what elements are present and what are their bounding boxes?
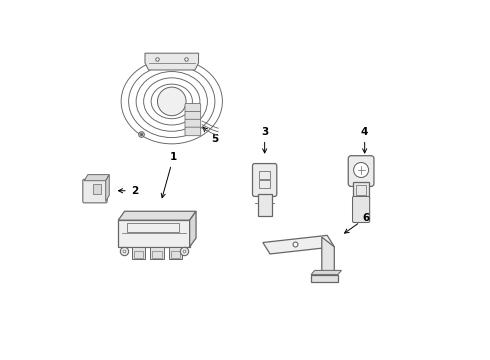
Bar [169,247,182,260]
Bar [152,251,162,258]
Polygon shape [311,275,338,282]
Polygon shape [190,211,196,247]
Bar [356,185,366,195]
Text: 3: 3 [261,127,268,153]
FancyBboxPatch shape [352,197,369,222]
FancyBboxPatch shape [348,156,374,186]
Text: 1: 1 [161,152,177,198]
Text: 6: 6 [344,212,370,233]
Polygon shape [322,237,334,275]
Circle shape [157,87,186,116]
Bar [127,223,179,232]
Polygon shape [263,235,334,254]
Polygon shape [311,270,342,275]
Bar [150,247,164,260]
Circle shape [354,162,368,177]
Text: 2: 2 [119,186,138,196]
Text: 5: 5 [203,127,218,144]
Bar [258,194,272,216]
FancyBboxPatch shape [83,179,107,203]
FancyBboxPatch shape [185,119,201,128]
Text: 4: 4 [361,127,368,153]
Polygon shape [118,211,196,220]
Bar [132,247,146,260]
Bar [259,171,270,179]
Bar [353,182,369,198]
FancyBboxPatch shape [185,104,201,112]
FancyBboxPatch shape [185,127,201,136]
Polygon shape [145,53,198,70]
Polygon shape [84,175,109,181]
Bar [93,184,101,194]
Bar [134,251,143,258]
Bar [259,180,270,188]
Bar [171,251,180,258]
FancyBboxPatch shape [185,111,201,120]
Polygon shape [118,220,190,247]
Polygon shape [106,175,109,202]
FancyBboxPatch shape [252,163,277,197]
